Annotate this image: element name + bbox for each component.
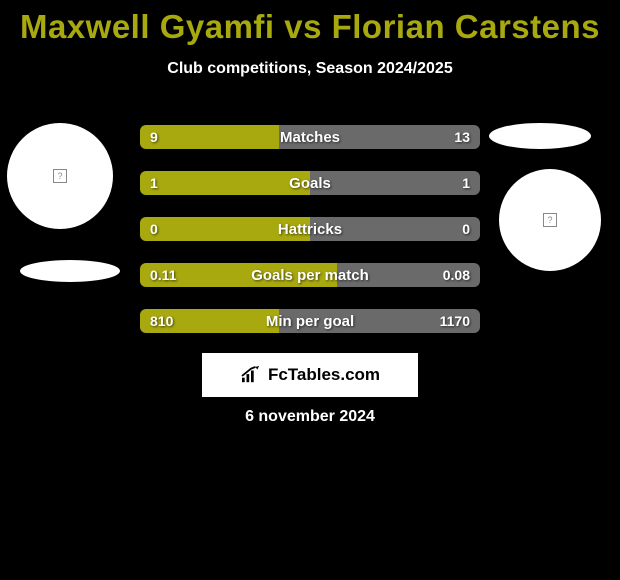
stat-row: Goals1 1 [140, 171, 480, 195]
branding-badge: FcTables.com [202, 353, 418, 397]
stat-value-right: 0.08 [443, 263, 470, 287]
stats-bars: Matches9 13 Goals1 1 Hattricks0 0 Goals per ma… [140, 125, 480, 355]
stat-value-left: 9 [150, 125, 158, 149]
stat-value-right: 1 [462, 171, 470, 195]
branding-text: FcTables.com [268, 365, 380, 385]
stat-value-right: 0 [462, 217, 470, 241]
stat-value-left: 810 [150, 309, 173, 333]
stat-label: Matches [140, 125, 480, 149]
player-right-avatar: ? [499, 169, 601, 271]
stat-value-left: 1 [150, 171, 158, 195]
date-label: 6 november 2024 [0, 408, 620, 426]
stat-value-left: 0.11 [150, 263, 176, 287]
subtitle: Club competitions, Season 2024/2025 [0, 60, 620, 78]
player-left-avatar: ? [7, 123, 113, 229]
stat-label: Goals [140, 171, 480, 195]
stat-row: Matches9 13 [140, 125, 480, 149]
stat-value-left: 0 [150, 217, 158, 241]
stat-row: Goals per match0.11 0.08 [140, 263, 480, 287]
image-placeholder-icon: ? [543, 213, 557, 227]
image-placeholder-icon: ? [53, 169, 67, 183]
chart-icon [240, 366, 262, 384]
stat-label: Goals per match [140, 263, 480, 287]
stat-value-right: 13 [454, 125, 470, 149]
avatar-left-shadow [20, 260, 120, 282]
stat-value-right: 1170 [440, 309, 470, 333]
stat-row: Min per goal810 1170 [140, 309, 480, 333]
stat-label: Hattricks [140, 217, 480, 241]
stat-label: Min per goal [140, 309, 480, 333]
avatar-right-shadow [489, 123, 591, 149]
page-title: Maxwell Gyamfi vs Florian Carstens [0, 0, 620, 46]
stat-row: Hattricks0 0 [140, 217, 480, 241]
